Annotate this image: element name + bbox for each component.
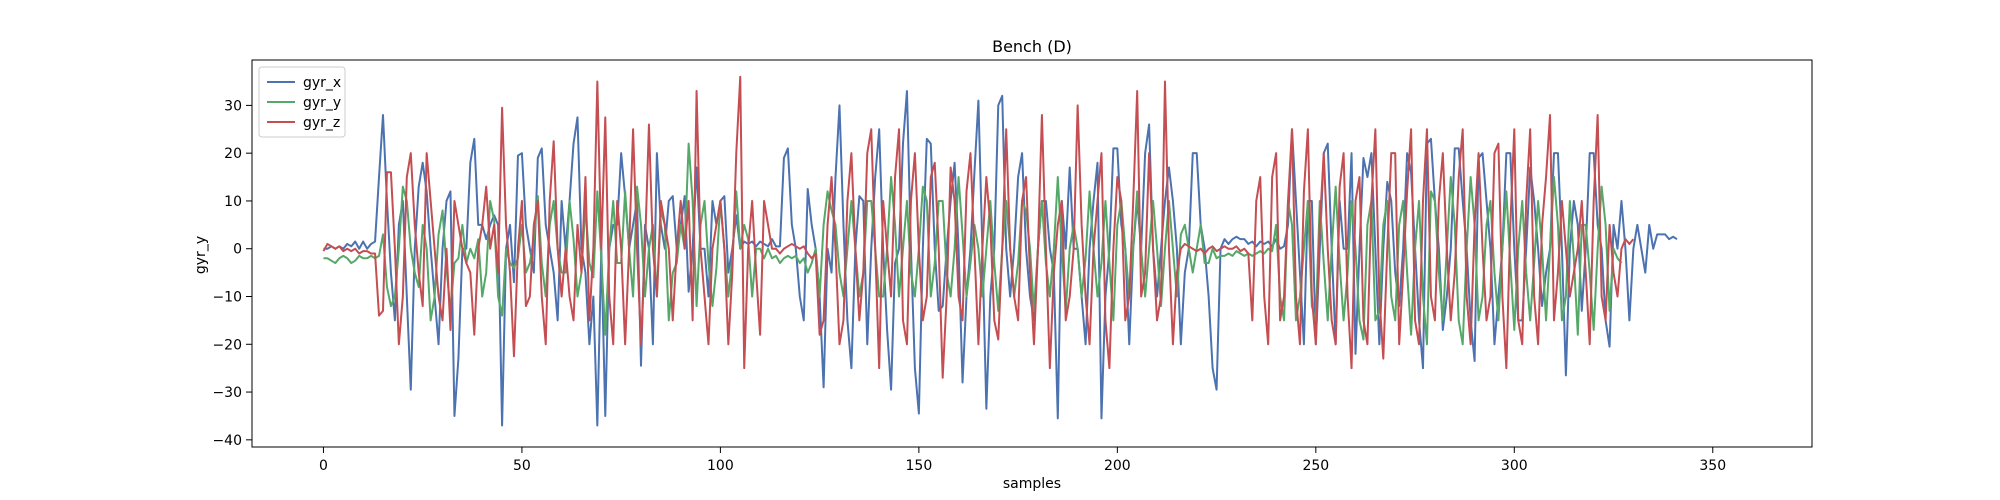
x-tick-label-350: 350 (1699, 458, 1726, 474)
x-tick-label-300: 300 (1501, 458, 1528, 474)
y-tick-label--10: −10 (212, 290, 242, 306)
chart-title: Bench (D) (992, 37, 1072, 56)
y-tick-label-20: 20 (224, 146, 242, 162)
x-tick-label-150: 150 (906, 458, 933, 474)
y-tick-label-30: 30 (224, 98, 242, 114)
legend-label-gyr_z: gyr_z (303, 115, 340, 131)
y-tick-label--20: −20 (212, 337, 242, 353)
x-tick-label-0: 0 (319, 458, 328, 474)
axes: 0 50 100 150 200 250 300 350 −40 −30 −20 −10 0 10 20 30 (212, 59, 1813, 474)
x-tick-label-250: 250 (1302, 458, 1329, 474)
plot-area (322, 75, 1678, 427)
series-line-gyr_z (322, 75, 1635, 379)
x-tick-label-200: 200 (1104, 458, 1131, 474)
legend-box (258, 66, 346, 138)
legend: gyr_x gyr_y gyr_z (258, 66, 346, 138)
y-tick-label-0: 0 (233, 242, 242, 258)
y-tick-label-10: 10 (224, 194, 242, 210)
plot-frame (251, 59, 1813, 448)
legend-label-gyr_x: gyr_x (303, 75, 341, 91)
y-axis-label: gyr_y (193, 236, 209, 274)
y-tick-label--40: −40 (212, 433, 242, 449)
y-tick-label--30: −30 (212, 385, 242, 401)
x-tick-label-100: 100 (707, 458, 734, 474)
x-axis-label: samples (1003, 476, 1061, 492)
x-tick-label-50: 50 (513, 458, 531, 474)
legend-label-gyr_y: gyr_y (303, 95, 341, 111)
